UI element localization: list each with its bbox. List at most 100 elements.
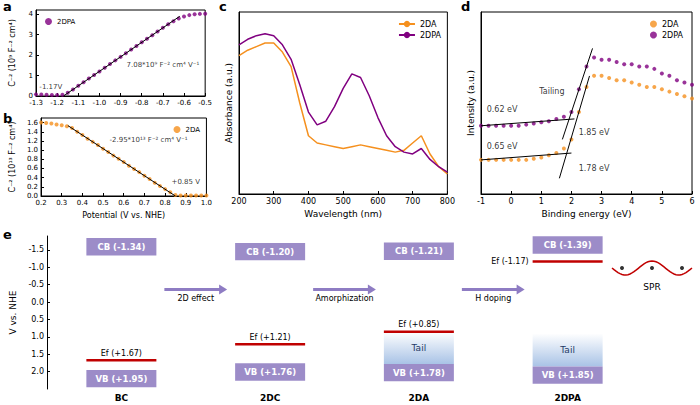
svg-text:-1: -1 bbox=[477, 197, 485, 206]
svg-text:300: 300 bbox=[266, 197, 281, 206]
svg-text:CB (-1.21): CB (-1.21) bbox=[395, 246, 443, 256]
svg-text:6: 6 bbox=[689, 197, 694, 206]
svg-text:7.08*10⁹ F⁻² cm⁴ V⁻¹: 7.08*10⁹ F⁻² cm⁴ V⁻¹ bbox=[126, 61, 199, 69]
svg-text:0.7: 0.7 bbox=[139, 199, 150, 207]
svg-text:700: 700 bbox=[405, 197, 420, 206]
svg-text:1: 1 bbox=[539, 197, 544, 206]
svg-text:-2.95*10¹³ F⁻² cm⁴ V⁻¹: -2.95*10¹³ F⁻² cm⁴ V⁻¹ bbox=[109, 136, 187, 144]
svg-text:0.5: 0.5 bbox=[97, 199, 108, 207]
svg-text:-1.1: -1.1 bbox=[71, 99, 85, 107]
svg-text:2.0: 2.0 bbox=[31, 367, 44, 376]
svg-text:-0.8: -0.8 bbox=[135, 99, 149, 107]
svg-text:2DPA: 2DPA bbox=[662, 31, 684, 40]
svg-text:2: 2 bbox=[29, 51, 33, 59]
svg-text:Ef (+1.21): Ef (+1.21) bbox=[250, 333, 291, 342]
svg-text:Absorbance (a.u.): Absorbance (a.u.) bbox=[224, 63, 234, 143]
svg-text:0.6: 0.6 bbox=[27, 164, 39, 172]
svg-text:CB (-1.39): CB (-1.39) bbox=[544, 240, 592, 250]
svg-text:0.6: 0.6 bbox=[118, 199, 130, 207]
svg-text:0.4: 0.4 bbox=[27, 174, 39, 182]
html-text:d: d bbox=[461, 0, 471, 14]
svg-text:2DPA: 2DPA bbox=[554, 393, 581, 403]
svg-text:-0.7: -0.7 bbox=[156, 99, 170, 107]
svg-text:-1.0: -1.0 bbox=[93, 99, 107, 107]
svg-text:C⁻² (10⁹ F⁻² cm⁴): C⁻² (10⁹ F⁻² cm⁴) bbox=[8, 19, 17, 87]
svg-text:0.2: 0.2 bbox=[27, 183, 38, 191]
svg-text:600: 600 bbox=[370, 197, 385, 206]
svg-text:Binding energy (eV): Binding energy (eV) bbox=[542, 209, 632, 219]
svg-text:1.2: 1.2 bbox=[27, 137, 38, 145]
svg-text:Wavelength (nm): Wavelength (nm) bbox=[304, 209, 382, 219]
svg-text:0.9: 0.9 bbox=[180, 199, 191, 207]
svg-text:-1.3: -1.3 bbox=[29, 99, 43, 107]
svg-text:Tailing: Tailing bbox=[538, 87, 564, 96]
svg-text:400: 400 bbox=[301, 197, 316, 206]
svg-text:0.3: 0.3 bbox=[56, 199, 67, 207]
svg-text:500: 500 bbox=[336, 197, 351, 206]
svg-text:4: 4 bbox=[629, 197, 634, 206]
svg-text:5: 5 bbox=[659, 197, 664, 206]
svg-text:3: 3 bbox=[29, 31, 33, 39]
svg-text:0.62 eV: 0.62 eV bbox=[487, 105, 518, 114]
svg-text:2DA: 2DA bbox=[420, 20, 437, 29]
svg-text:2DA: 2DA bbox=[185, 126, 200, 134]
svg-text:4: 4 bbox=[29, 10, 34, 18]
svg-text:2DA: 2DA bbox=[409, 393, 430, 403]
svg-text:V vs. NHE: V vs. NHE bbox=[8, 290, 18, 334]
svg-text:-0.5: -0.5 bbox=[28, 280, 44, 289]
svg-text:2DC: 2DC bbox=[260, 393, 281, 403]
svg-text:0.8: 0.8 bbox=[160, 199, 171, 207]
svg-text:0: 0 bbox=[509, 197, 514, 206]
svg-text:-1.17V: -1.17V bbox=[39, 83, 62, 91]
svg-text:VB (+1.95): VB (+1.95) bbox=[95, 374, 147, 384]
svg-text:0.4: 0.4 bbox=[77, 199, 89, 207]
svg-text:VB (+1.76): VB (+1.76) bbox=[244, 367, 296, 377]
svg-text:2: 2 bbox=[569, 197, 574, 206]
svg-text:Ef (+1.67): Ef (+1.67) bbox=[101, 349, 142, 358]
svg-text:0.8: 0.8 bbox=[27, 155, 38, 163]
svg-text:C⁻² (10¹³ F⁻² cm⁴): C⁻² (10¹³ F⁻² cm⁴) bbox=[8, 122, 17, 193]
svg-text:1.6: 1.6 bbox=[27, 119, 39, 127]
svg-text:2DPA: 2DPA bbox=[420, 31, 442, 40]
svg-text:1.78 eV: 1.78 eV bbox=[579, 164, 610, 173]
svg-text:-1.0: -1.0 bbox=[28, 263, 44, 272]
svg-text:2D effect: 2D effect bbox=[177, 294, 214, 303]
svg-text:2DA: 2DA bbox=[662, 20, 679, 29]
svg-text:BC: BC bbox=[115, 393, 129, 403]
svg-text:SPR: SPR bbox=[643, 282, 660, 292]
svg-text:Tail: Tail bbox=[411, 343, 427, 353]
svg-text:0.5: 0.5 bbox=[31, 315, 44, 324]
svg-text:-1.5: -1.5 bbox=[28, 245, 44, 254]
html-text:b: b bbox=[3, 111, 13, 126]
svg-text:1.0: 1.0 bbox=[27, 146, 38, 154]
svg-text:3: 3 bbox=[599, 197, 604, 206]
svg-text:1.85 eV: 1.85 eV bbox=[579, 128, 610, 137]
svg-text:1.0: 1.0 bbox=[31, 332, 44, 341]
svg-text:1.5: 1.5 bbox=[31, 350, 44, 359]
svg-text:200: 200 bbox=[231, 197, 246, 206]
svg-text:H doping: H doping bbox=[475, 294, 511, 303]
svg-text:-1.2: -1.2 bbox=[50, 99, 64, 107]
svg-text:1.0: 1.0 bbox=[201, 199, 212, 207]
svg-text:0.65 eV: 0.65 eV bbox=[487, 142, 518, 151]
svg-text:-0.5: -0.5 bbox=[198, 99, 212, 107]
svg-text:Potential (V vs. NHE): Potential (V vs. NHE) bbox=[82, 211, 165, 220]
svg-text:CB (-1.34): CB (-1.34) bbox=[97, 242, 145, 252]
svg-text:VB (+1.78): VB (+1.78) bbox=[393, 368, 445, 378]
svg-text:VB (+1.85): VB (+1.85) bbox=[542, 370, 594, 380]
svg-text:-0.6: -0.6 bbox=[177, 99, 191, 107]
svg-text:2DPA: 2DPA bbox=[57, 18, 76, 26]
svg-text:Ef (-1.17): Ef (-1.17) bbox=[491, 257, 528, 266]
svg-text:1.4: 1.4 bbox=[27, 128, 39, 136]
svg-text:CB (-1.20): CB (-1.20) bbox=[246, 247, 294, 257]
svg-text:-0.9: -0.9 bbox=[114, 99, 128, 107]
svg-text:+0.85 V: +0.85 V bbox=[172, 178, 201, 186]
svg-text:Tail: Tail bbox=[559, 345, 575, 355]
svg-text:0.0: 0.0 bbox=[31, 298, 44, 307]
svg-text:0.2: 0.2 bbox=[35, 199, 46, 207]
svg-text:800: 800 bbox=[440, 197, 455, 206]
svg-text:Ef (+0.85): Ef (+0.85) bbox=[398, 320, 439, 329]
svg-text:Intensity (a.u.): Intensity (a.u.) bbox=[466, 70, 476, 136]
svg-text:1: 1 bbox=[29, 72, 33, 80]
svg-text:Amorphization: Amorphization bbox=[315, 294, 373, 303]
